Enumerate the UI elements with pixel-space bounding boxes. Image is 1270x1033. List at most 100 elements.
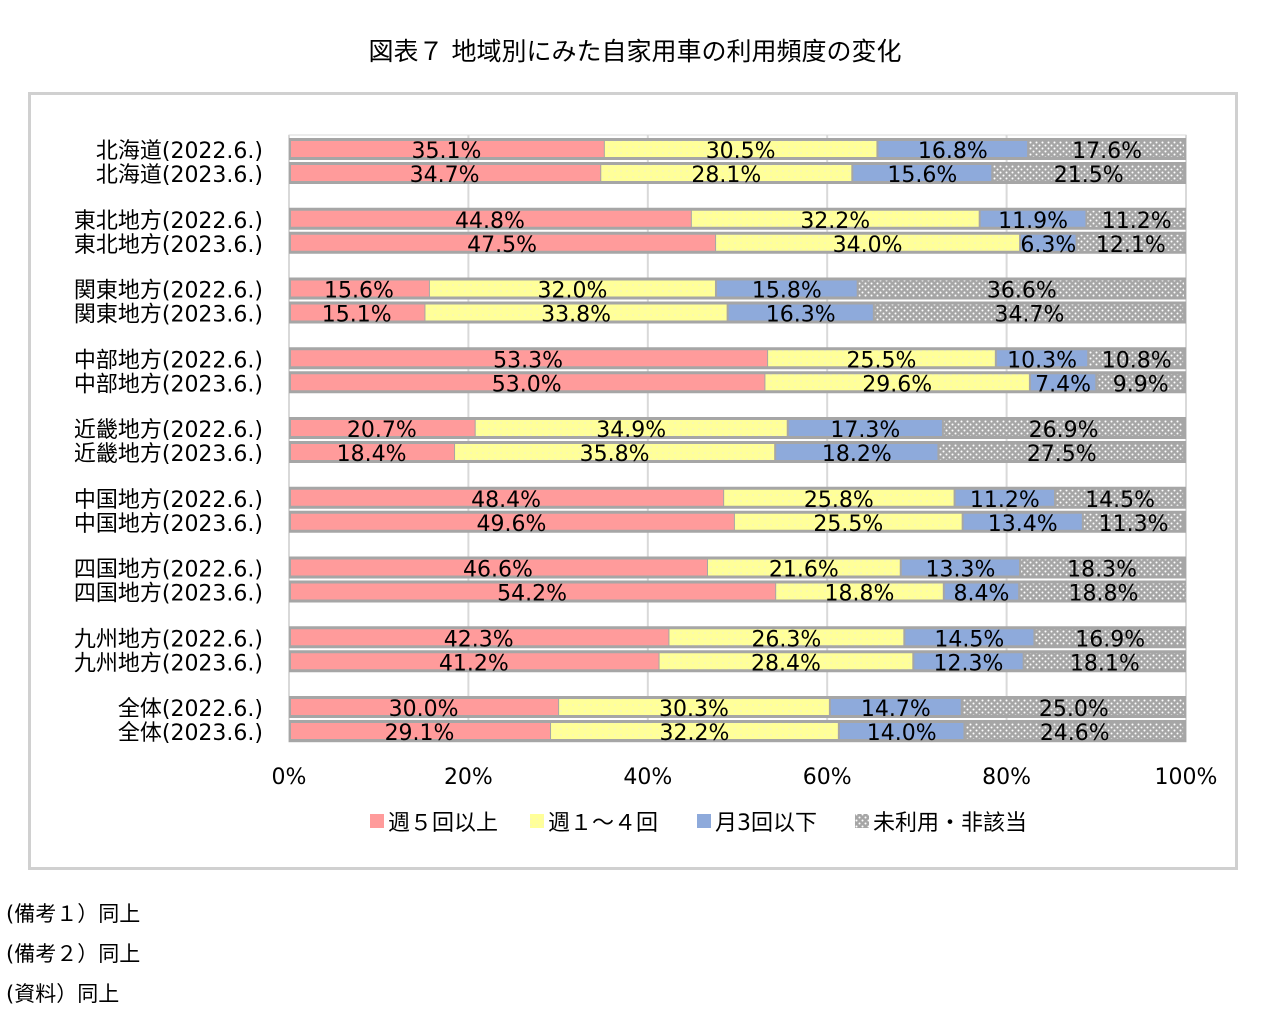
bar-segment: [669, 629, 904, 646]
data-label: 30.3%: [659, 697, 729, 722]
data-label: 14.7%: [861, 697, 931, 722]
bar-segment: [768, 350, 995, 367]
data-label: 30.0%: [389, 697, 459, 722]
bar-segment: [963, 513, 1082, 530]
category-label: 近畿地方(2022.6.): [74, 418, 263, 443]
data-label: 35.1%: [411, 139, 481, 164]
data-label: 29.6%: [862, 372, 932, 397]
data-label: 16.3%: [766, 303, 836, 328]
bar-segment: [559, 699, 829, 715]
data-label: 15.6%: [324, 279, 394, 304]
data-label: 11.3%: [1099, 512, 1169, 537]
legend-swatch: [697, 814, 711, 828]
data-label: 16.8%: [918, 139, 988, 164]
data-label: 41.2%: [439, 651, 509, 676]
data-label: 28.1%: [691, 163, 761, 188]
data-label: 33.8%: [541, 303, 611, 328]
bar-segment: [429, 280, 715, 297]
x-tick-label: 0%: [272, 765, 307, 790]
data-label: 53.0%: [492, 372, 562, 397]
bar-segment: [291, 653, 659, 670]
bar-segment: [291, 280, 429, 297]
bar-segment: [788, 420, 942, 436]
bar-segment: [291, 210, 691, 227]
bar-segment: [291, 444, 455, 460]
data-label: 13.3%: [925, 558, 995, 583]
data-label: 7.4%: [1035, 372, 1091, 397]
data-label: 25.8%: [804, 488, 874, 513]
data-label: 29.1%: [385, 721, 455, 746]
data-label: 17.6%: [1072, 139, 1142, 164]
bar-segment: [1035, 629, 1184, 646]
bar-segment: [1021, 559, 1183, 576]
data-label: 12.3%: [934, 651, 1004, 676]
bar-segment: [291, 489, 724, 506]
bar-segment: [914, 653, 1023, 670]
data-label: 34.7%: [995, 303, 1065, 328]
bar-segment: [980, 210, 1086, 227]
data-label: 6.3%: [1020, 233, 1076, 258]
x-tick-label: 40%: [623, 765, 672, 790]
bar-segment: [1077, 234, 1184, 251]
data-label: 34.9%: [596, 418, 666, 443]
x-tick-label: 80%: [982, 765, 1031, 790]
bar-segment: [716, 280, 857, 297]
data-label: 18.8%: [1069, 582, 1139, 607]
bar-segment: [728, 304, 873, 321]
data-label: 25.5%: [813, 512, 883, 537]
legend-swatch: [855, 814, 869, 828]
bar-segment: [291, 513, 734, 530]
data-label: 34.7%: [410, 163, 480, 188]
data-label: 12.1%: [1096, 233, 1166, 258]
bar-segment: [716, 234, 1020, 251]
bar-segment: [874, 304, 1184, 321]
data-label: 11.2%: [970, 488, 1040, 513]
bar-segment: [776, 583, 943, 600]
chart-title: 図表７ 地域別にみた自家用車の利用頻度の変化: [368, 37, 902, 66]
legend-swatch: [370, 814, 384, 828]
note-2: (備考２）同上: [6, 942, 141, 966]
data-label: 11.2%: [1102, 209, 1172, 234]
category-label: 中国地方(2023.6.): [74, 512, 263, 537]
data-label: 48.4%: [471, 488, 541, 513]
data-label: 35.8%: [580, 442, 650, 467]
bar-segment: [291, 583, 776, 600]
bar-segment: [551, 723, 838, 739]
bar-segment: [853, 165, 992, 181]
bar-segment: [901, 559, 1020, 576]
data-label: 46.6%: [463, 558, 533, 583]
bar-segment: [291, 420, 475, 436]
category-label: 全体(2022.6.): [118, 697, 263, 722]
data-label: 15.8%: [752, 279, 822, 304]
data-label: 18.3%: [1067, 558, 1137, 583]
bar-segment: [776, 444, 938, 460]
bar-segment: [939, 444, 1184, 460]
chart-frame: [28, 92, 1238, 870]
data-label: 49.6%: [477, 512, 547, 537]
bar-segment: [601, 165, 852, 181]
category-label: 九州地方(2022.6.): [74, 627, 263, 652]
category-label: 関東地方(2023.6.): [74, 303, 263, 328]
category-label: 中国地方(2022.6.): [74, 488, 263, 513]
bar-segment: [734, 513, 962, 530]
bar-segment: [708, 559, 900, 576]
data-label: 34.0%: [833, 233, 903, 258]
data-label: 32.2%: [659, 721, 729, 746]
data-label: 44.8%: [455, 209, 525, 234]
data-label: 54.2%: [497, 582, 567, 607]
bar-segment: [425, 304, 727, 321]
data-label: 16.9%: [1075, 627, 1145, 652]
bar-segment: [1030, 374, 1096, 391]
legend-label: 週５回以上: [388, 811, 498, 836]
bar-segment: [1021, 234, 1076, 251]
bar-segment: [765, 374, 1029, 391]
data-label: 15.6%: [887, 163, 957, 188]
data-label: 18.1%: [1070, 651, 1140, 676]
category-label: 北海道(2023.6.): [96, 163, 263, 188]
x-tick-label: 60%: [803, 765, 852, 790]
bar-segment: [962, 699, 1184, 715]
data-label: 18.4%: [337, 442, 407, 467]
data-label: 24.6%: [1040, 721, 1110, 746]
data-label: 18.8%: [825, 582, 895, 607]
